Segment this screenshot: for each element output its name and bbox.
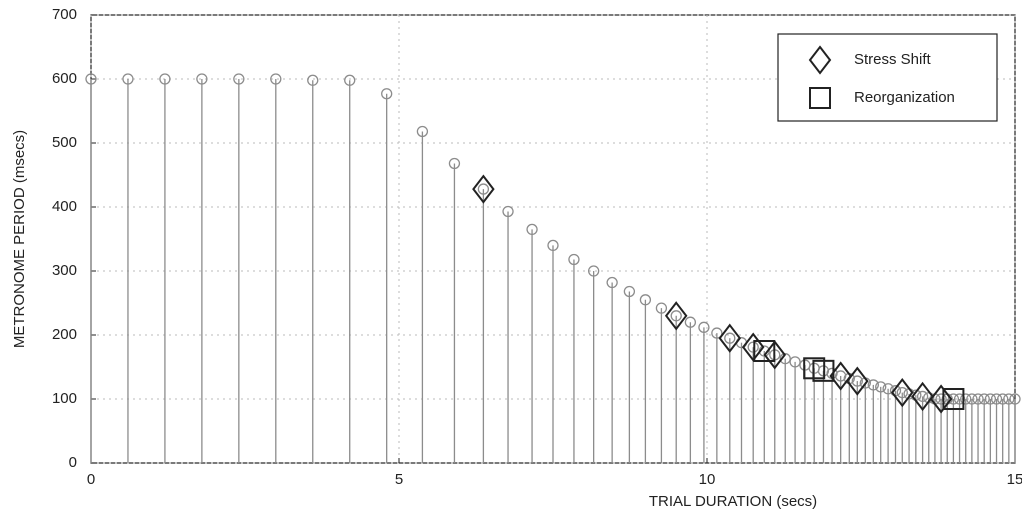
x-tick-label: 0 [87,471,95,488]
stem-head [851,375,863,387]
stem-head [381,88,393,100]
marker [846,366,869,396]
legend-box [777,33,998,122]
stem-head [307,74,319,86]
stem-head [724,332,736,344]
stem-head [270,73,282,85]
x-axis-label: TRIAL DURATION (secs) [649,493,817,510]
stem-head [966,393,978,405]
stem-head [997,393,1009,405]
stem-head [233,73,245,85]
stem-head [85,73,97,85]
marker [942,388,965,410]
y-tick-label: 500 [52,134,77,151]
stem-head [875,381,887,393]
marker [472,174,495,204]
stem-head [1003,393,1015,405]
stem-head [867,379,879,391]
stem-head [747,341,759,353]
stem-head [960,393,972,405]
stem-head [502,205,514,218]
legend-label: Stress Shift [854,51,932,68]
marker [812,359,835,382]
stem-head [978,393,990,405]
stem-head [684,316,697,328]
marker [763,340,787,370]
marker [911,381,934,412]
stem-head [159,73,171,85]
y-tick-label: 600 [52,70,77,87]
stem-head [416,125,429,138]
marker [891,377,914,408]
stem-head [639,294,652,306]
stem-head [623,285,636,298]
marker [718,323,742,353]
stem-head [698,321,710,333]
x-tick-label: 10 [699,471,716,488]
stem-head [984,393,997,405]
stem-head [789,356,801,368]
stem-head [670,310,682,322]
stem-head [547,239,559,252]
stem-head [711,327,723,339]
stem-head [568,253,580,266]
legend-marker [808,45,832,75]
stem-head [526,223,538,236]
marker [741,332,765,362]
y-tick-label: 700 [52,6,77,23]
stem-head [344,74,356,86]
stem-head [196,73,208,85]
x-tick-label: 5 [395,471,403,488]
stem-head [916,390,929,403]
marker [753,340,776,362]
legend-marker [809,87,831,109]
y-axis-label: METRONOME PERIOD (msecs) [11,130,28,348]
stem-head [477,183,490,195]
y-tick-label: 0 [69,454,77,471]
y-tick-label: 300 [52,262,77,279]
stem-head [935,393,947,405]
x-tick-label: 15 [1007,471,1022,488]
stem-head [990,393,1003,405]
stem-head [882,383,894,395]
stem-head [947,393,960,405]
stem-head [953,393,966,405]
stem-head [896,386,908,399]
stem-head [972,393,984,405]
stem-head [606,276,618,289]
y-tick-label: 400 [52,198,77,215]
y-tick-label: 200 [52,326,77,343]
stem-head [122,73,134,85]
stem-head [1009,393,1021,405]
stem-head [779,353,791,365]
y-tick-label: 100 [52,390,77,407]
stem-head [588,265,600,277]
marker [929,384,953,414]
legend-label: Reorganization [854,89,955,106]
stem-head [655,302,668,314]
stem-head [448,157,461,170]
marker [664,301,688,331]
